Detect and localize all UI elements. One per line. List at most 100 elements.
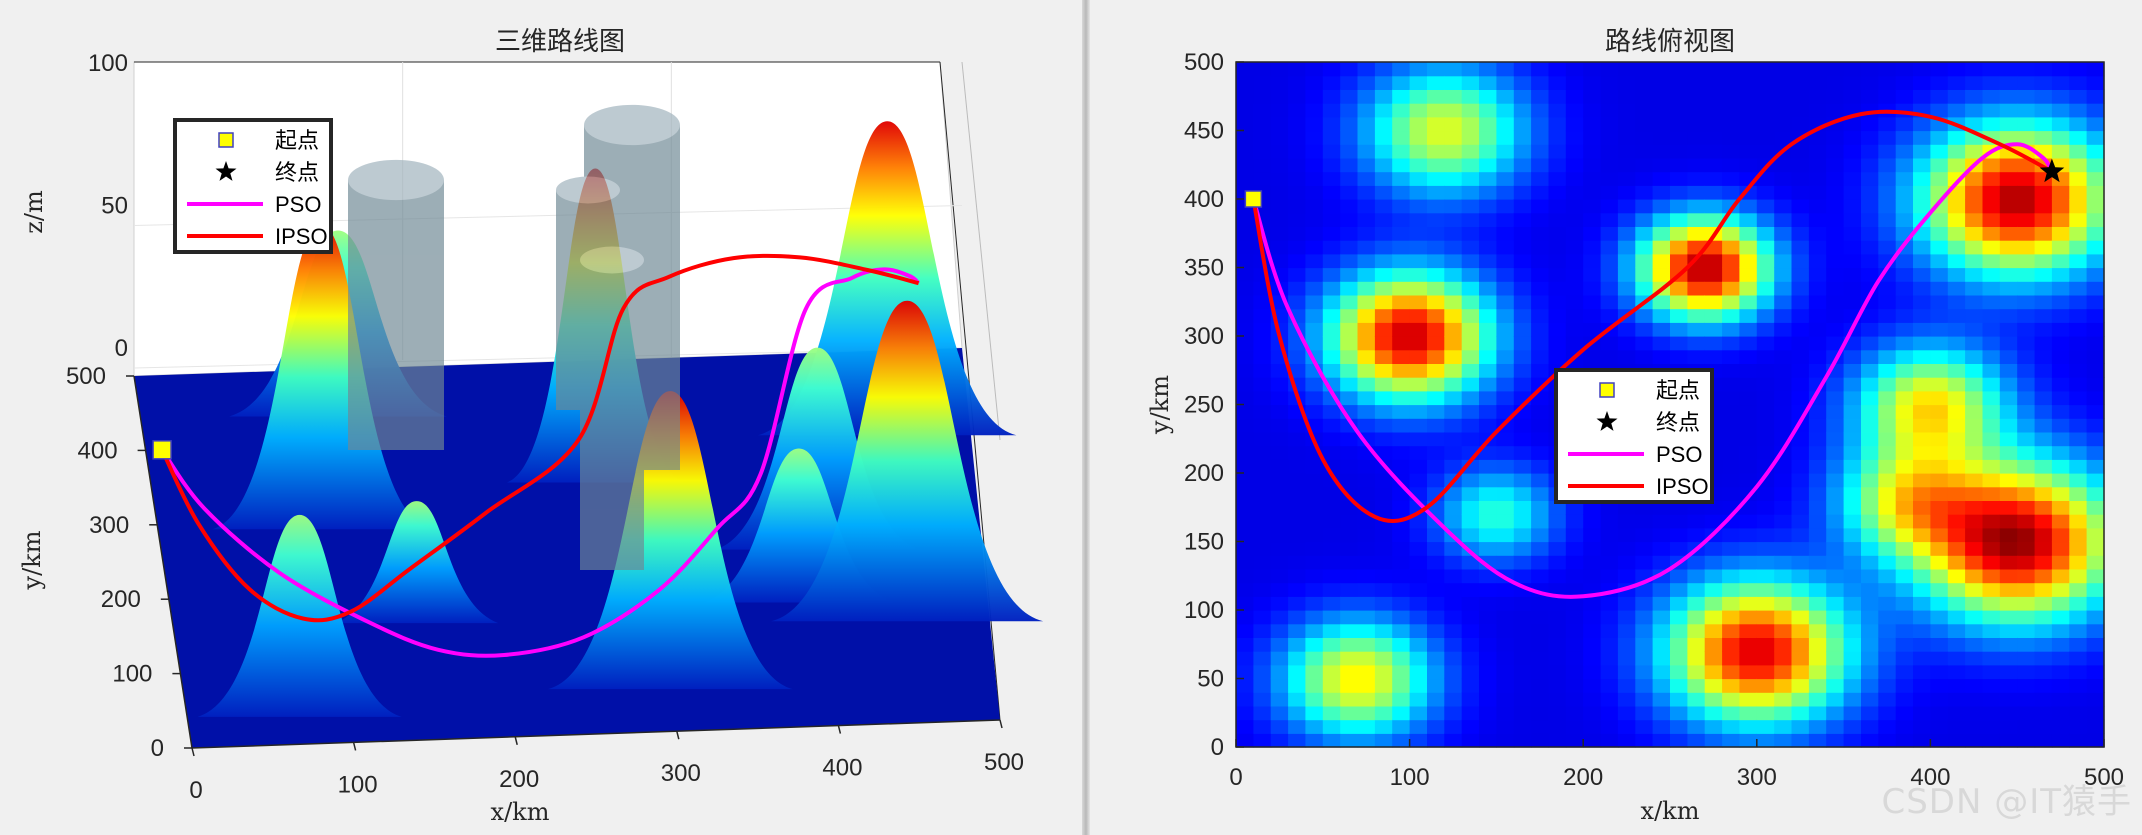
heatmap-cell [1739, 582, 1758, 597]
heatmap-cell [1565, 719, 1584, 734]
heatmap-cell [1756, 199, 1775, 214]
heatmap-cell [1982, 705, 2001, 721]
heatmap-cell [1288, 212, 1307, 227]
heatmap-cell [1531, 212, 1550, 227]
heatmap-cell [1461, 610, 1480, 625]
heatmap-cell [1270, 130, 1289, 145]
heatmap-cell [1600, 623, 1619, 638]
heatmap-cell [1583, 130, 1602, 145]
heatmap-cell [1895, 75, 1914, 90]
heatmap-cell [1652, 705, 1671, 721]
heatmap-cell [1461, 322, 1480, 337]
heatmap-cell [1826, 390, 1845, 406]
heatmap-cell [1635, 514, 1654, 529]
heatmap-cell [1913, 404, 1931, 419]
heatmap-cell [1288, 486, 1307, 501]
heatmap-cell [1461, 651, 1480, 666]
left-figure-panel: 0 50 100 z/m 0 100 200 300 400 500 0 100 200 300 400 50… [18, 27, 1044, 826]
heatmap-cell [1409, 664, 1428, 680]
heatmap-cell [1843, 418, 1862, 433]
heatmap-cell [1687, 199, 1706, 214]
heatmap-cell [1305, 678, 1324, 693]
heatmap-cell [1531, 596, 1550, 611]
heatmap-cell [1583, 103, 1602, 118]
heatmap-cell [1722, 116, 1741, 132]
heatmap-cell [1357, 144, 1376, 159]
heatmap-cell [1461, 103, 1480, 118]
heatmap-cell [2086, 294, 2105, 310]
heatmap-cell [1444, 103, 1463, 118]
heatmap-cell [1722, 390, 1741, 406]
heatmap-cell [1861, 130, 1879, 145]
heatmap-cell [1878, 171, 1897, 186]
heatmap-cell [1652, 130, 1671, 145]
heatmap-cell [1374, 527, 1393, 543]
heatmap-cell [1236, 514, 1254, 529]
heatmap-cell [1357, 185, 1376, 200]
heatmap-cell [1531, 664, 1550, 680]
heatmap-cell [1305, 610, 1324, 625]
heatmap-cell [1444, 623, 1463, 638]
heatmap-cell [1756, 500, 1775, 515]
heatmap-cell [1861, 171, 1879, 186]
heatmap-cell [1600, 185, 1619, 200]
heatmap-cell [2017, 651, 2036, 666]
heatmap-cell [1635, 610, 1654, 625]
heatmap-cell [1791, 89, 1810, 104]
x-tick-label: 400 [1910, 764, 1950, 791]
heatmap-cell [1756, 336, 1775, 351]
heatmap-cell [1340, 281, 1359, 296]
heatmap-cell [1652, 527, 1671, 543]
heatmap-cell [1739, 678, 1758, 693]
heatmap-cell [2086, 459, 2105, 474]
heatmap-cell [1288, 199, 1307, 214]
heatmap-cell [1288, 445, 1307, 460]
heatmap-cell [1357, 294, 1376, 310]
heatmap-cell [1878, 199, 1897, 214]
legend-label-2: PSO [1656, 442, 1702, 467]
heatmap-cell [1756, 103, 1775, 118]
heatmap-cell [1791, 157, 1810, 173]
heatmap-cell [1322, 651, 1341, 666]
heatmap-cell [1409, 390, 1428, 406]
heatmap-cell [1270, 637, 1289, 652]
heatmap-cell [1947, 89, 1966, 104]
heatmap-cell [2069, 431, 2088, 447]
heatmap-cell [1392, 568, 1411, 584]
heatmap-cell [1305, 308, 1324, 323]
heatmap-cell [1270, 240, 1289, 255]
heatmap-cell [1496, 431, 1515, 447]
heatmap-cell [1652, 623, 1671, 638]
heatmap-cell [1635, 253, 1654, 269]
heatmap-cell [1288, 62, 1307, 77]
heatmap-cell [1392, 240, 1411, 255]
heatmap-cell [1861, 527, 1879, 543]
heatmap-cell [1513, 651, 1532, 666]
heatmap-cell [1531, 267, 1550, 282]
heatmap-cell [1704, 75, 1723, 90]
heatmap-cell [1496, 623, 1515, 638]
heatmap-cell [1322, 171, 1341, 186]
heatmap-cell [1982, 692, 2001, 707]
heatmap-cell [1531, 733, 1550, 748]
heatmap-cell [1861, 459, 1879, 474]
chart-title: 路线俯视图 [1605, 27, 1735, 57]
heatmap-cell [2034, 678, 2053, 693]
heatmap-cell [2069, 294, 2088, 310]
heatmap-cell [1687, 719, 1706, 734]
heatmap-cell [1774, 130, 1793, 145]
heatmap-cell [1704, 541, 1723, 556]
heatmap-cell [1826, 431, 1845, 447]
heatmap-cell [1635, 267, 1654, 282]
heatmap-cell [1982, 596, 2001, 611]
heatmap-cell [1409, 130, 1428, 145]
heatmap-cell [1496, 171, 1515, 186]
heatmap-cell [1826, 623, 1845, 638]
heatmap-cell [1617, 719, 1636, 734]
heatmap-cell [1999, 349, 2018, 364]
heatmap-cell [1479, 322, 1497, 337]
heatmap-cell [1340, 596, 1359, 611]
heatmap-cell [1513, 568, 1532, 584]
heatmap-cell [1427, 596, 1445, 611]
panel-divider[interactable] [1082, 0, 1090, 835]
